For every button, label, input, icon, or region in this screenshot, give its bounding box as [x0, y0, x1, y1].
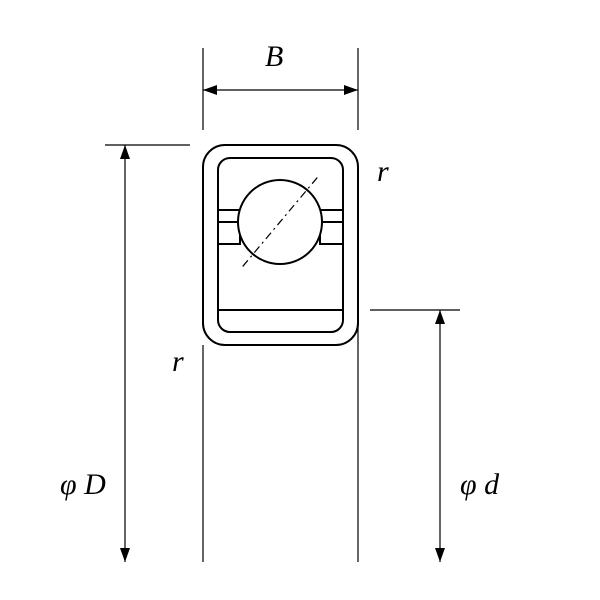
- label-corner-r-bl: r: [172, 345, 184, 379]
- label-outer-diameter: φ D: [60, 468, 106, 502]
- label-width-B: B: [265, 40, 283, 74]
- bearing-diagram: [0, 0, 600, 600]
- label-corner-r-tr: r: [377, 155, 389, 189]
- label-inner-diameter: φ d: [460, 468, 499, 502]
